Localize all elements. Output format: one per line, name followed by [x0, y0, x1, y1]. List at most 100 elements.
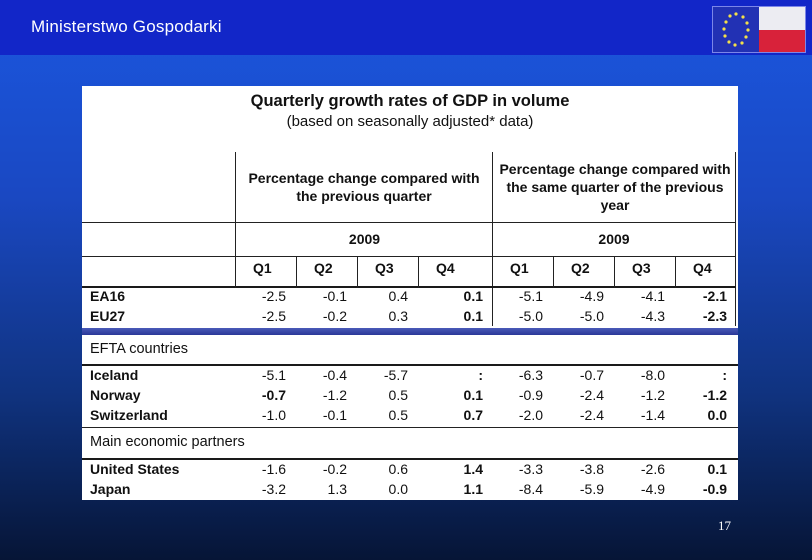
table-row: EU27 -2.5 -0.2 0.3 0.1 -5.0 -5.0 -4.3 -2.3 — [82, 308, 738, 328]
quarter-header: Q3 — [375, 260, 394, 276]
table-cell: 0.6 — [388, 461, 408, 477]
quarter-header: Q4 — [693, 260, 712, 276]
table-cell: 0.3 — [388, 308, 408, 324]
table-cell: 0.0 — [388, 481, 408, 497]
table-cell: : — [722, 367, 727, 383]
section-label-partners: Main economic partners — [90, 434, 245, 450]
quarter-divider-v — [235, 256, 236, 288]
table-cell: 0.1 — [463, 308, 483, 324]
table-cell: -3.2 — [261, 481, 286, 497]
table-cell: -2.1 — [702, 288, 727, 304]
table-cell: -2.4 — [579, 407, 604, 423]
table-cell: -2.5 — [261, 308, 286, 324]
row-label: Japan — [90, 481, 131, 497]
table-row: Japan -3.2 1.3 0.0 1.1 -8.4 -5.9 -4.9 -0.9 — [82, 481, 738, 501]
group-divider — [492, 152, 493, 326]
table-cell: -0.1 — [322, 407, 347, 423]
eu-stars-icon — [722, 12, 750, 47]
table-cell: -3.3 — [518, 461, 543, 477]
header-bar: Ministerstwo Gospodarki — [0, 0, 812, 55]
table-cell: -0.2 — [322, 461, 347, 477]
page-number: 17 — [718, 518, 731, 533]
table-cell: -0.2 — [322, 308, 347, 324]
table-cell: 1.1 — [463, 481, 483, 497]
table-cell: -8.0 — [640, 367, 665, 383]
section-divider — [82, 427, 738, 428]
section-divider — [82, 364, 738, 366]
table-cell: -2.0 — [518, 407, 543, 423]
table-title: Quarterly growth rates of GDP in volume — [250, 92, 570, 110]
row-label: EA16 — [90, 288, 126, 304]
row-label: EU27 — [90, 308, 126, 324]
table-cell: -1.6 — [261, 461, 286, 477]
poland-flag-white — [759, 7, 805, 30]
table-cell: 0.7 — [463, 407, 483, 423]
table-cell: 0.0 — [707, 407, 727, 423]
table-cell: 0.1 — [463, 288, 483, 304]
table-cell: -2.6 — [640, 461, 665, 477]
table-cell: -0.9 — [702, 481, 727, 497]
table-cell: -5.1 — [261, 367, 286, 383]
table-cell: -1.2 — [322, 387, 347, 403]
table-cell: -1.2 — [640, 387, 665, 403]
header-divider — [82, 222, 736, 223]
table-cell: -4.9 — [579, 288, 604, 304]
table-cell: -1.4 — [640, 407, 665, 423]
year-label-right: 2009 — [598, 231, 630, 247]
table-row: EA16 -2.5 -0.1 0.4 0.1 -5.1 -4.9 -4.1 -2.1 — [82, 288, 738, 308]
gdp-table: Quarterly growth rates of GDP in volume … — [82, 86, 738, 500]
table-cell: -0.7 — [579, 367, 604, 383]
year-divider — [82, 256, 736, 257]
table-cell: -0.4 — [322, 367, 347, 383]
year-label-left: 2009 — [348, 231, 381, 247]
table-cell: -0.7 — [261, 387, 286, 403]
quarter-divider-v — [357, 256, 358, 288]
table-row: Iceland -5.1 -0.4 -5.7: -6.3 -0.7 -8.0: — [82, 367, 738, 387]
table-cell: 1.3 — [327, 481, 347, 497]
header-previous-quarter: Percentage change compared with the prev… — [248, 170, 480, 204]
quarter-header: Q2 — [314, 260, 333, 276]
table-row: Norway -0.7 -1.2 0.5 0.1 -0.9 -2.4 -1.2 -1.2 — [82, 387, 738, 407]
quarter-divider-v — [418, 256, 419, 288]
table-cell: -5.1 — [518, 288, 543, 304]
table-cell: -4.3 — [640, 308, 665, 324]
header-previous-year: Percentage change compared with the same… — [499, 161, 731, 213]
row-label: Iceland — [90, 367, 139, 383]
table-cell: -5.0 — [579, 308, 604, 324]
quarter-divider-v — [614, 256, 615, 288]
table-cell: -0.1 — [322, 288, 347, 304]
table-cell: 0.1 — [463, 387, 483, 403]
quarter-header: Q4 — [436, 260, 455, 276]
table-cell: -4.9 — [640, 481, 665, 497]
table-cell: 0.5 — [388, 407, 408, 423]
table-cell: -5.9 — [579, 481, 604, 497]
table-cell: -8.4 — [518, 481, 543, 497]
row-label: Norway — [90, 387, 141, 403]
row-label: Switzerland — [90, 407, 168, 423]
table-cell: -2.5 — [261, 288, 286, 304]
table-row: United States -1.6 -0.2 0.6 1.4 -3.3 -3.8 -2.6… — [82, 461, 738, 481]
section-divider — [82, 458, 738, 460]
table-subtitle: (based on seasonally adjusted* data) — [286, 113, 534, 130]
table-row: Switzerland -1.0 -0.1 0.5 0.7 -2.0 -2.4 -1.4 0.… — [82, 407, 738, 427]
quarter-header: Q1 — [510, 260, 529, 276]
quarter-divider — [82, 286, 736, 288]
table-cell: -3.8 — [579, 461, 604, 477]
table-cell: -4.1 — [640, 288, 665, 304]
eu-poland-flag-logo — [712, 6, 806, 53]
section-separator — [82, 328, 738, 335]
quarter-header: Q1 — [253, 260, 272, 276]
ministry-title: Ministerstwo Gospodarki — [31, 17, 222, 36]
quarter-divider-v — [553, 256, 554, 288]
table-cell: -5.0 — [518, 308, 543, 324]
quarter-divider-v — [675, 256, 676, 288]
table-cell: -2.4 — [579, 387, 604, 403]
table-cell: -5.7 — [383, 367, 408, 383]
quarter-header: Q3 — [632, 260, 651, 276]
table-cell: -1.2 — [702, 387, 727, 403]
poland-flag-red — [759, 30, 805, 52]
right-border — [735, 152, 736, 326]
table-cell: : — [478, 367, 483, 383]
table-cell: -6.3 — [518, 367, 543, 383]
quarter-header: Q2 — [571, 260, 590, 276]
